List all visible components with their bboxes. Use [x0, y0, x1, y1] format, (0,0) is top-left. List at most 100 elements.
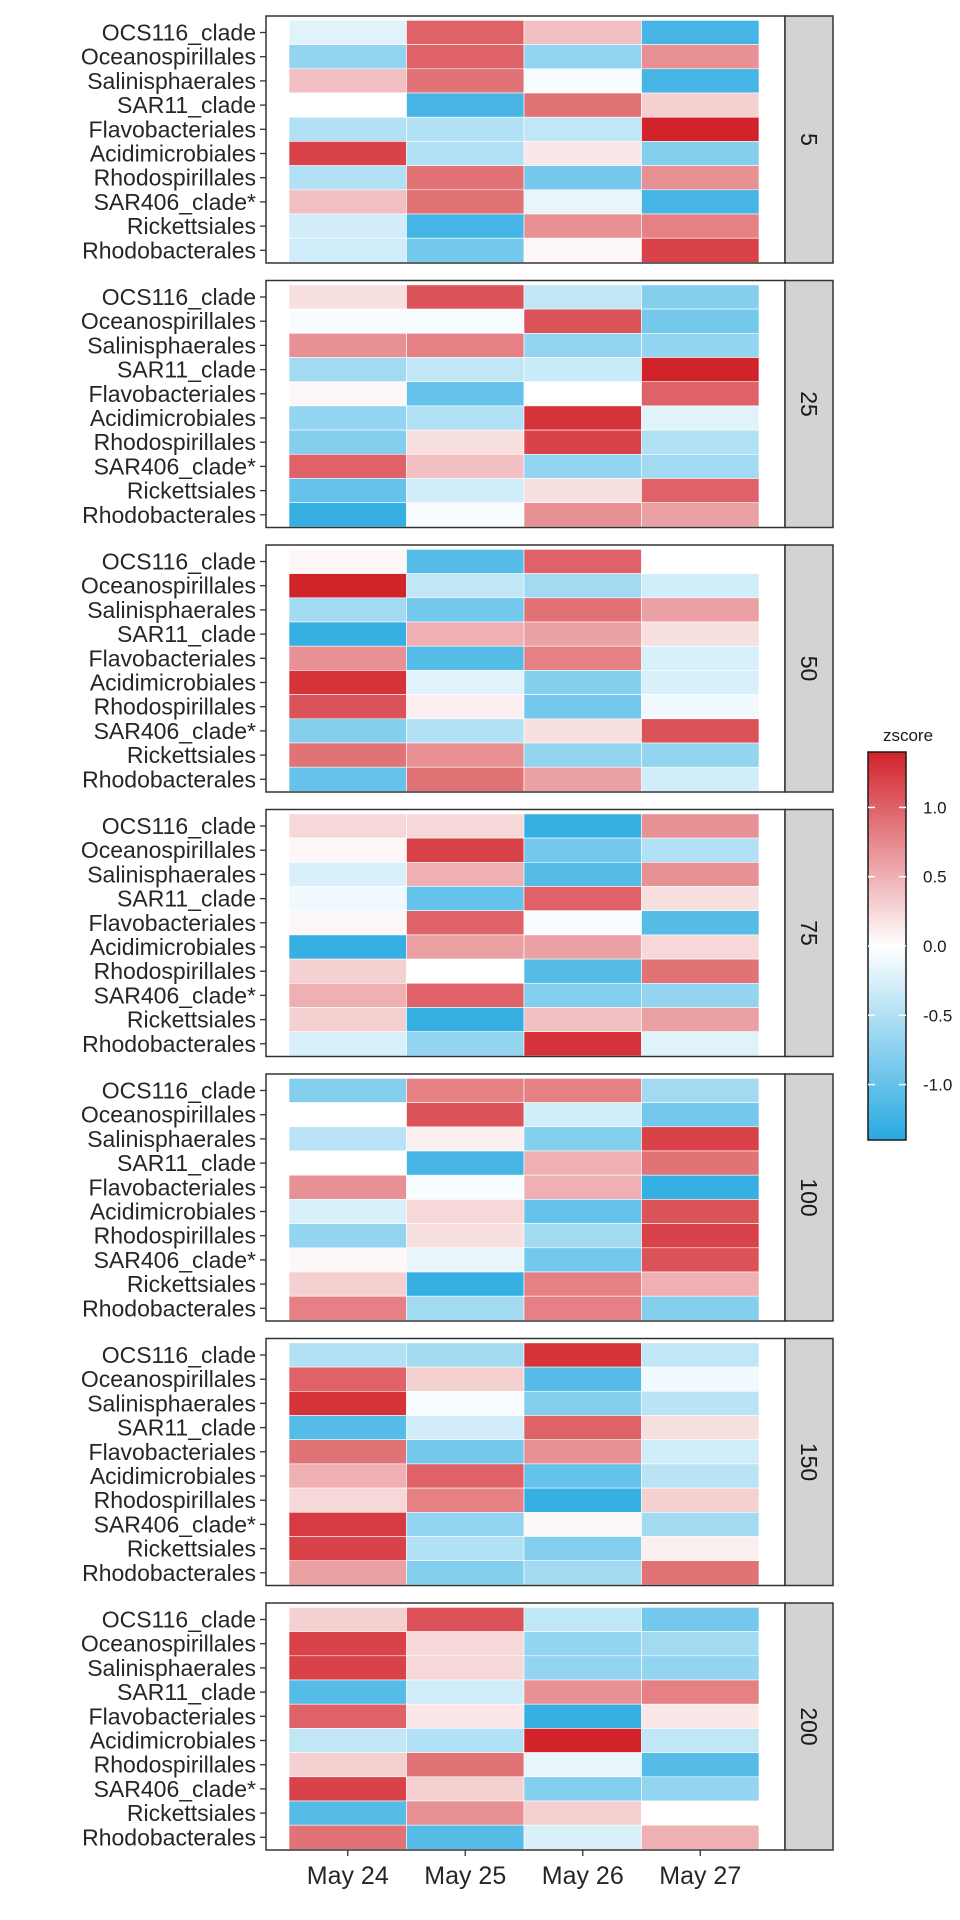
heatmap-cell — [406, 1199, 525, 1224]
facet-strip — [784, 1073, 834, 1322]
facet-strip — [784, 1602, 834, 1851]
heatmap-cell — [641, 1271, 760, 1297]
heatmap-cell — [523, 1247, 642, 1273]
heatmap-cell — [641, 332, 760, 358]
heatmap-cell — [641, 1366, 760, 1392]
heatmap-cell — [406, 573, 525, 599]
heatmap-cell — [641, 189, 760, 215]
heatmap-cell — [406, 213, 525, 239]
heatmap-cell — [288, 1607, 407, 1632]
row-label: Flavobacteriales — [89, 381, 256, 407]
heatmap-cell — [523, 645, 642, 671]
heatmap-cell — [523, 621, 642, 647]
heatmap-cell — [523, 1800, 642, 1826]
heatmap-cell — [641, 44, 760, 70]
heatmap-cell — [288, 92, 407, 118]
heatmap-cell — [641, 502, 760, 528]
heatmap-cell — [641, 694, 760, 720]
row-label: SAR11_clade — [117, 1415, 256, 1441]
heatmap-cell — [406, 165, 525, 191]
heatmap-cell — [523, 1703, 642, 1729]
heatmap-cell — [288, 837, 407, 863]
heatmap-cell — [523, 766, 642, 792]
heatmap-cell — [288, 1247, 407, 1273]
row-label: Flavobacteriales — [89, 645, 256, 671]
x-tick-label: May 26 — [542, 1862, 624, 1890]
heatmap-cell — [523, 1102, 642, 1128]
heatmap-cell — [523, 597, 642, 623]
heatmap-cell — [406, 1295, 525, 1321]
row-label: Rickettsiales — [127, 1536, 256, 1562]
heatmap-cell — [641, 645, 760, 671]
heatmap-cell — [406, 1391, 525, 1416]
row-label: OCS116_clade — [102, 20, 256, 46]
row-label: Oceanospirillales — [81, 1366, 256, 1392]
heatmap-cell — [406, 958, 525, 984]
heatmap-cell — [288, 861, 407, 887]
heatmap-cell — [288, 645, 407, 671]
row-label: Rhodospirillales — [94, 958, 256, 984]
row-label: OCS116_clade — [102, 1607, 256, 1633]
heatmap-cell — [641, 308, 760, 334]
heatmap-cell — [288, 982, 407, 1008]
row-label: Rickettsiales — [127, 478, 256, 504]
heatmap-cell — [641, 1126, 760, 1152]
heatmap-cell — [523, 718, 642, 744]
heatmap-cell — [406, 453, 525, 479]
heatmap-cell — [406, 1487, 525, 1513]
heatmap-cell — [523, 1776, 642, 1802]
row-label: Oceanospirillales — [81, 1631, 256, 1657]
heatmap-cell — [288, 742, 407, 768]
heatmap-cell — [406, 357, 525, 383]
heatmap-cell — [641, 1607, 760, 1632]
heatmap-cell — [641, 1247, 760, 1273]
heatmap-cell — [523, 886, 642, 912]
heatmap-cell — [641, 165, 760, 191]
row-label: SAR406_clade* — [94, 1247, 256, 1273]
row-label: OCS116_clade — [102, 549, 256, 575]
heatmap-cell — [641, 549, 760, 574]
heatmap-cell — [641, 861, 760, 887]
x-tick-label: May 25 — [424, 1862, 506, 1890]
heatmap-cell — [641, 284, 760, 310]
facet-strip-label: 200 — [796, 1707, 822, 1745]
row-label: Rhodobacterales — [82, 237, 256, 263]
heatmap-cell — [406, 405, 525, 431]
heatmap-cell — [406, 1703, 525, 1729]
row-label: Rhodospirillales — [94, 165, 256, 191]
row-label: Rhodospirillales — [94, 1752, 256, 1778]
heatmap-cell — [641, 141, 760, 166]
heatmap-cell — [288, 1752, 407, 1778]
heatmap-cell — [523, 381, 642, 407]
row-label: Salinisphaerales — [87, 1655, 256, 1681]
heatmap-cell — [406, 189, 525, 215]
row-label: OCS116_clade — [102, 284, 256, 310]
heatmap-cell — [406, 141, 525, 166]
row-label: SAR11_clade — [117, 1679, 256, 1705]
row-label: Acidimicrobiales — [90, 405, 256, 431]
heatmap-cell — [523, 1824, 642, 1850]
heatmap-cell — [406, 1536, 525, 1562]
heatmap-cell — [641, 1631, 760, 1657]
heatmap-cell — [288, 1150, 407, 1176]
facet-strip — [784, 808, 834, 1058]
heatmap-cell — [641, 982, 760, 1008]
heatmap-cell — [523, 1728, 642, 1753]
row-label: SAR406_clade* — [94, 189, 256, 215]
heatmap-cell — [288, 1223, 407, 1249]
legend-tick-label: 0.0 — [923, 937, 947, 956]
heatmap-cell — [641, 1824, 760, 1850]
heatmap-cell — [641, 597, 760, 623]
heatmap-cell — [523, 141, 642, 166]
heatmap-cell — [523, 1631, 642, 1657]
heatmap-cell — [406, 694, 525, 720]
heatmap-cell — [406, 886, 525, 912]
row-label: SAR11_clade — [117, 621, 256, 647]
heatmap-cell — [641, 670, 760, 695]
row-label: Flavobacteriales — [89, 1174, 256, 1200]
heatmap-cell — [288, 1560, 407, 1586]
heatmap-cell — [523, 742, 642, 768]
facet-strip — [784, 1337, 834, 1587]
heatmap-cell — [523, 1679, 642, 1705]
